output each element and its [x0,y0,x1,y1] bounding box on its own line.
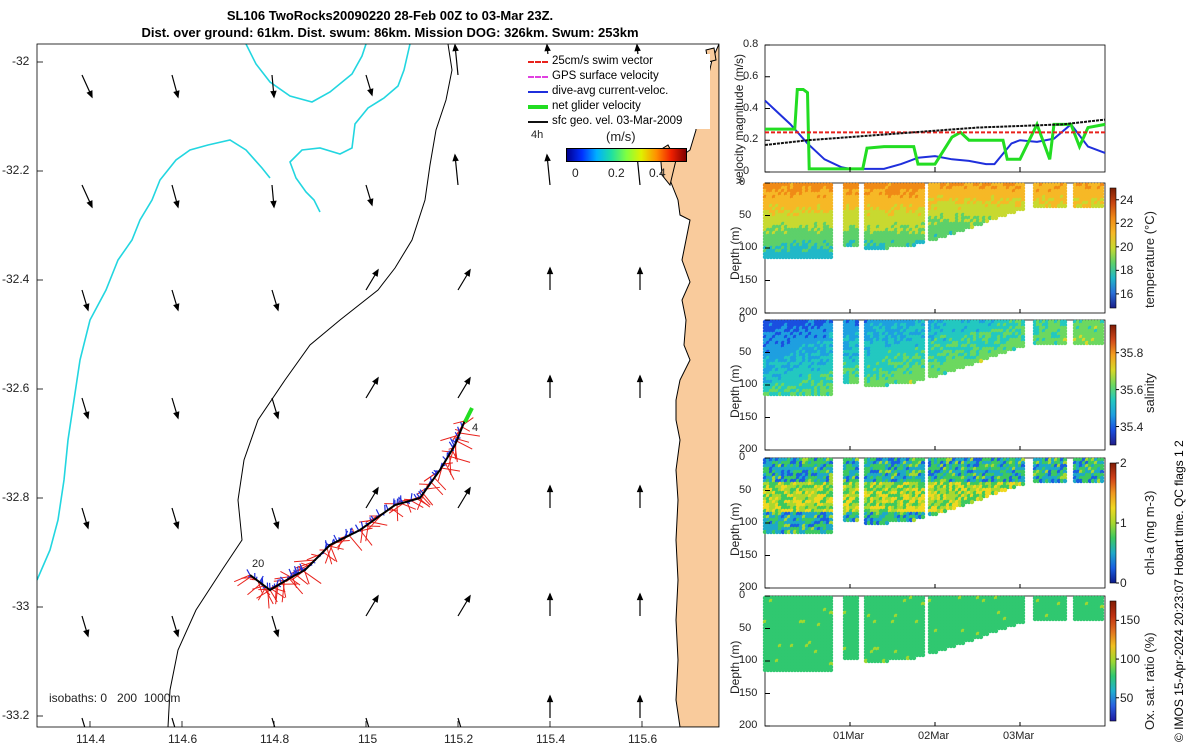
map-y-tick: -33 [12,599,30,613]
map-x-tick: 114.4 [76,732,106,746]
map-y-tick: -32.4 [2,272,30,286]
map-y-tick: -32.2 [2,163,30,177]
map-x-tick: 115.4 [536,732,566,746]
map-x-tick: 115 [358,732,378,746]
map-y-tick: -32 [12,54,30,68]
time-label: 4h [531,129,544,141]
colorbar-units: (m/s) [606,129,636,144]
legend-item: net glider velocity [526,99,710,114]
map-y-tick: -33.2 [2,708,30,722]
legend-item: sfc geo. vel. 03-Mar-2009 [526,114,710,129]
colorbar-tick: 0 [572,166,579,180]
legend-item: 25cm/s swim vector [526,54,710,69]
track-start-label: 20 [252,558,265,570]
track-end-label: 4 [472,422,479,434]
map-legend: 25cm/s swim vector GPS surface velocity … [526,54,710,129]
legend-item: dive-avg current-veloc. [526,84,710,99]
speed-colorbar [566,148,687,162]
map-y-tick: -32.6 [2,381,30,395]
map-x-tick: 114.6 [168,732,198,746]
legend-item: GPS surface velocity [526,69,710,84]
colorbar-tick: 0.2 [608,166,625,180]
map-x-tick: 114.8 [260,732,290,746]
map-x-tick: 115.2 [444,732,474,746]
isobaths-label: isobaths: 0 200 1000m [49,691,181,705]
colorbar-tick: 0.4 [649,166,666,180]
map-y-tick: -32.8 [2,490,30,504]
map-x-tick: 115.6 [628,732,658,746]
